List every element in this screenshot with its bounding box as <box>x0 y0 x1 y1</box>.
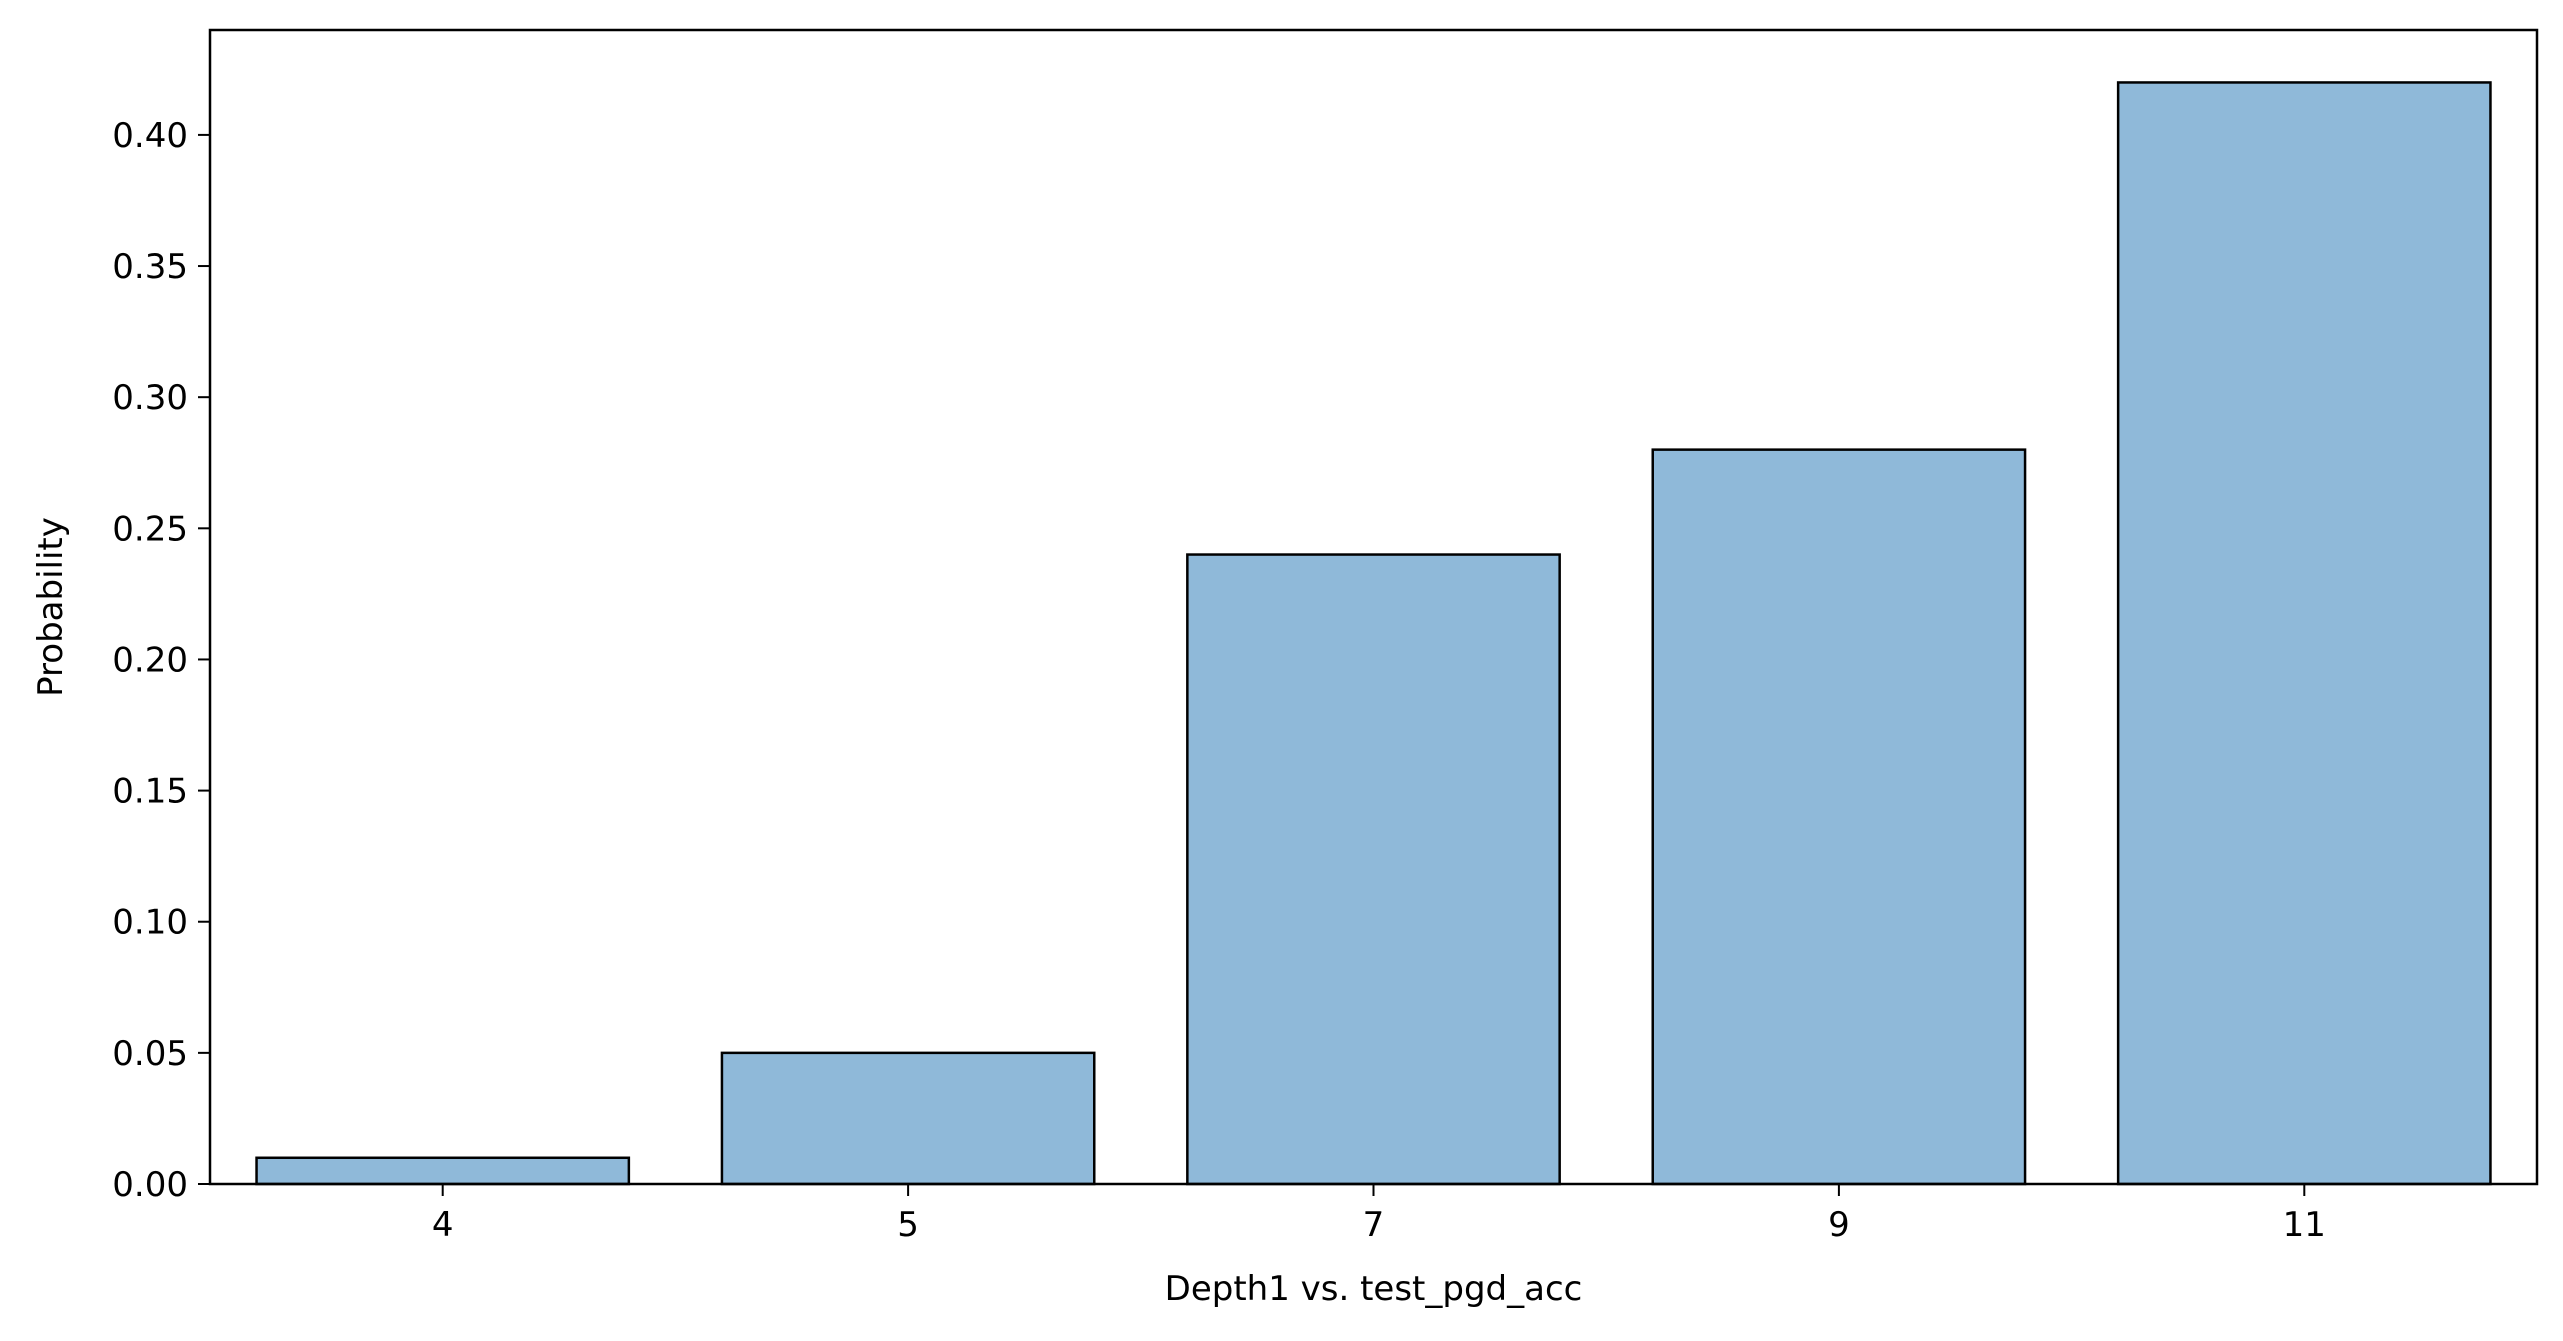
y-axis-title: Probability <box>31 517 71 697</box>
x-tick-label: 9 <box>1828 1205 1850 1245</box>
bar-11 <box>2116 81 2492 1186</box>
x-tick-label: 4 <box>432 1205 454 1245</box>
x-axis-title: Depth1 vs. test_pgd_acc <box>1165 1269 1583 1309</box>
y-tick-label: 0.10 <box>112 903 188 943</box>
y-tick-label: 0.30 <box>112 378 188 418</box>
y-tick-label: 0.25 <box>112 509 188 549</box>
y-tick-label: 0.15 <box>112 772 188 812</box>
y-tick-label: 0.00 <box>112 1165 188 1205</box>
x-tick-label: 5 <box>897 1205 919 1245</box>
bar-5 <box>720 1051 1096 1186</box>
y-tick-label: 0.35 <box>112 247 188 287</box>
x-tick-label: 7 <box>1363 1205 1385 1245</box>
bars-group <box>255 81 2492 1186</box>
x-tick-label: 11 <box>2283 1205 2326 1245</box>
x-axis: 4 5 7 9 11 <box>432 1184 2326 1245</box>
y-tick-label: 0.20 <box>112 640 188 680</box>
y-tick-label: 0.40 <box>112 116 188 156</box>
bar-7 <box>1186 553 1561 1186</box>
y-tick-label: 0.05 <box>112 1034 188 1074</box>
y-axis: 0.00 0.05 0.10 0.15 0.20 0.25 0.30 0.35 0.40 <box>112 116 210 1205</box>
bar-9 <box>1651 448 2027 1186</box>
bar-4 <box>255 1156 631 1186</box>
